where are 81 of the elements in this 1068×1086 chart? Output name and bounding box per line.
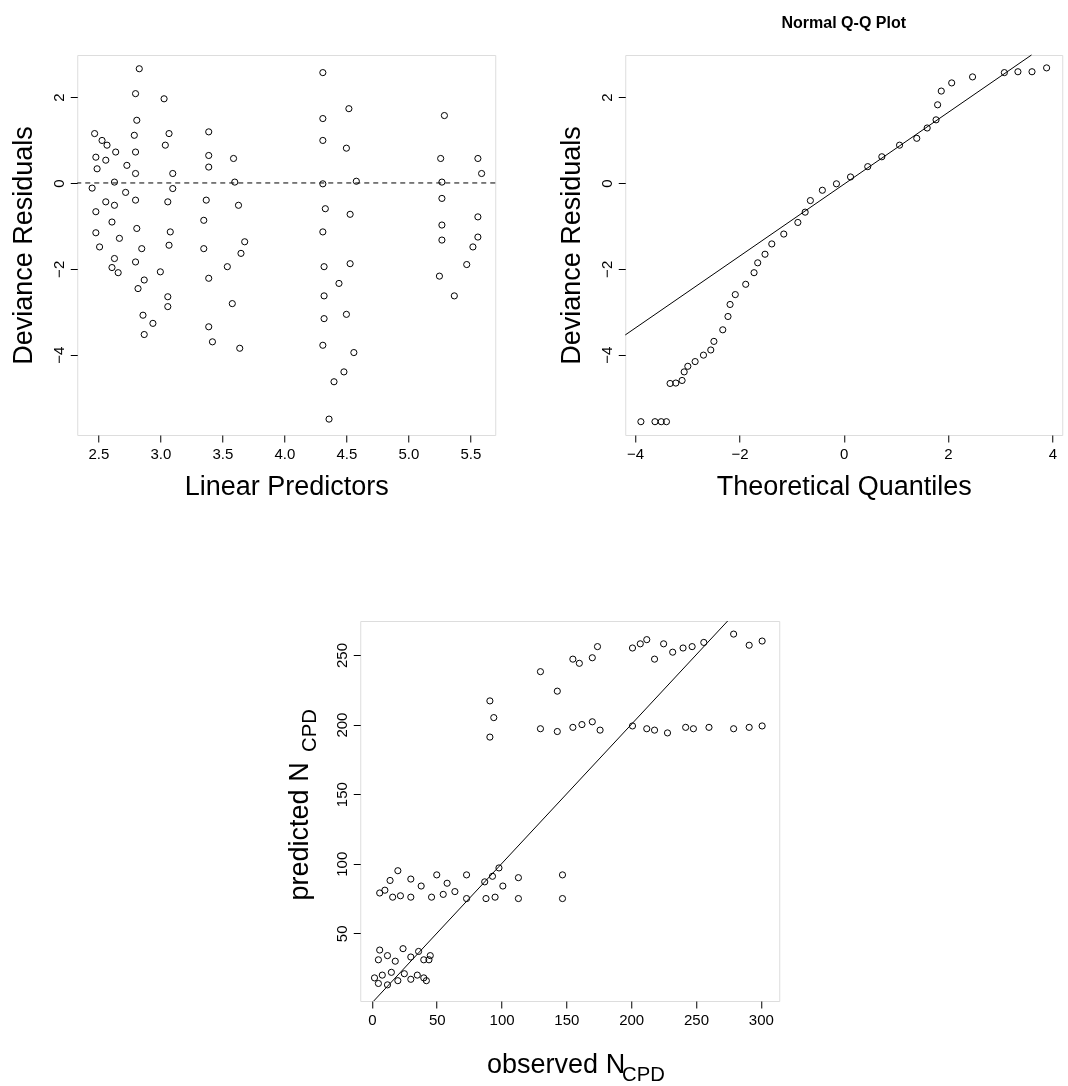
point: [780, 230, 788, 238]
x-tick-label: 250: [684, 1010, 710, 1028]
x-tick-label: 50: [428, 1010, 446, 1028]
point: [878, 153, 886, 161]
x-tick-label: 4.0: [274, 444, 296, 462]
point: [684, 362, 692, 370]
point: [672, 379, 680, 387]
point: [750, 269, 758, 277]
point: [923, 124, 931, 132]
point: [710, 337, 718, 345]
x-tick-label: 2.5: [88, 444, 110, 462]
point: [934, 101, 942, 109]
x-tick-label: 2: [944, 444, 953, 462]
point: [1014, 68, 1022, 76]
x-tick-label: −2: [731, 444, 749, 462]
y-axis-title: Deviance Residuals: [7, 126, 38, 365]
x-tick-label: 4.5: [336, 444, 358, 462]
y-tick-label: 2: [49, 93, 67, 102]
point: [724, 312, 732, 321]
x-tick-label: 0: [368, 1010, 377, 1028]
x-tick-label: 4: [1048, 444, 1058, 462]
point: [719, 326, 727, 334]
x-tick-label: 3.5: [212, 444, 234, 462]
y-tick-label: −4: [49, 346, 67, 364]
y-tick-label: −2: [597, 260, 615, 278]
x-tick-label: 150: [554, 1010, 580, 1028]
point: [731, 291, 739, 299]
y-tick-label: 200: [332, 712, 350, 738]
point: [1000, 69, 1008, 77]
point: [1028, 68, 1036, 76]
y-tick-label: 250: [332, 642, 350, 668]
point: [846, 173, 855, 181]
x-tick-label: 0: [840, 444, 849, 462]
x-axis-title: Theoretical Quantiles: [716, 470, 972, 501]
y-tick-label: 150: [332, 782, 350, 808]
x-tick-label: 3.0: [150, 444, 172, 462]
y-tick-label: 50: [332, 925, 350, 943]
point: [637, 418, 645, 426]
point: [662, 418, 671, 426]
y-tick-label: 2: [597, 93, 615, 102]
x-tick-label: −4: [627, 444, 645, 462]
chart-title: Normal Q-Q Plot: [781, 13, 907, 31]
y-tick-label: 0: [597, 179, 615, 188]
point: [801, 208, 809, 216]
point: [678, 376, 686, 385]
x-tick-label: 100: [489, 1010, 515, 1028]
point: [699, 351, 708, 359]
y-tick-label: 0: [49, 179, 67, 188]
x-tick-label: 5.5: [460, 444, 482, 462]
point: [1043, 64, 1051, 72]
y-axis-title: Deviance Residuals: [555, 126, 586, 365]
point: [832, 180, 841, 188]
y-axis-title: predicted NCPD: [284, 709, 321, 901]
x-axis-title: Linear Predictors: [184, 470, 389, 501]
point: [761, 250, 769, 258]
point: [913, 134, 921, 142]
point: [806, 196, 814, 205]
point: [651, 418, 659, 426]
point: [768, 240, 776, 248]
point: [968, 73, 977, 81]
point: [680, 368, 688, 376]
x-tick-label: 200: [619, 1010, 645, 1028]
y-tick-label: 100: [332, 851, 350, 877]
point: [666, 379, 674, 388]
x-tick-label: 5.0: [398, 444, 420, 462]
point: [818, 186, 826, 194]
point: [932, 116, 940, 124]
point: [657, 418, 665, 426]
point: [794, 218, 802, 227]
point: [895, 141, 904, 149]
point: [864, 163, 872, 171]
point: [742, 280, 750, 288]
point: [726, 300, 734, 309]
point: [948, 79, 956, 87]
y-tick-label: −4: [597, 346, 615, 364]
point: [707, 346, 715, 354]
y-tick-label: −2: [49, 260, 67, 278]
point: [937, 87, 945, 95]
point: [691, 358, 699, 366]
x-tick-label: 300: [748, 1010, 774, 1028]
point: [754, 259, 762, 267]
